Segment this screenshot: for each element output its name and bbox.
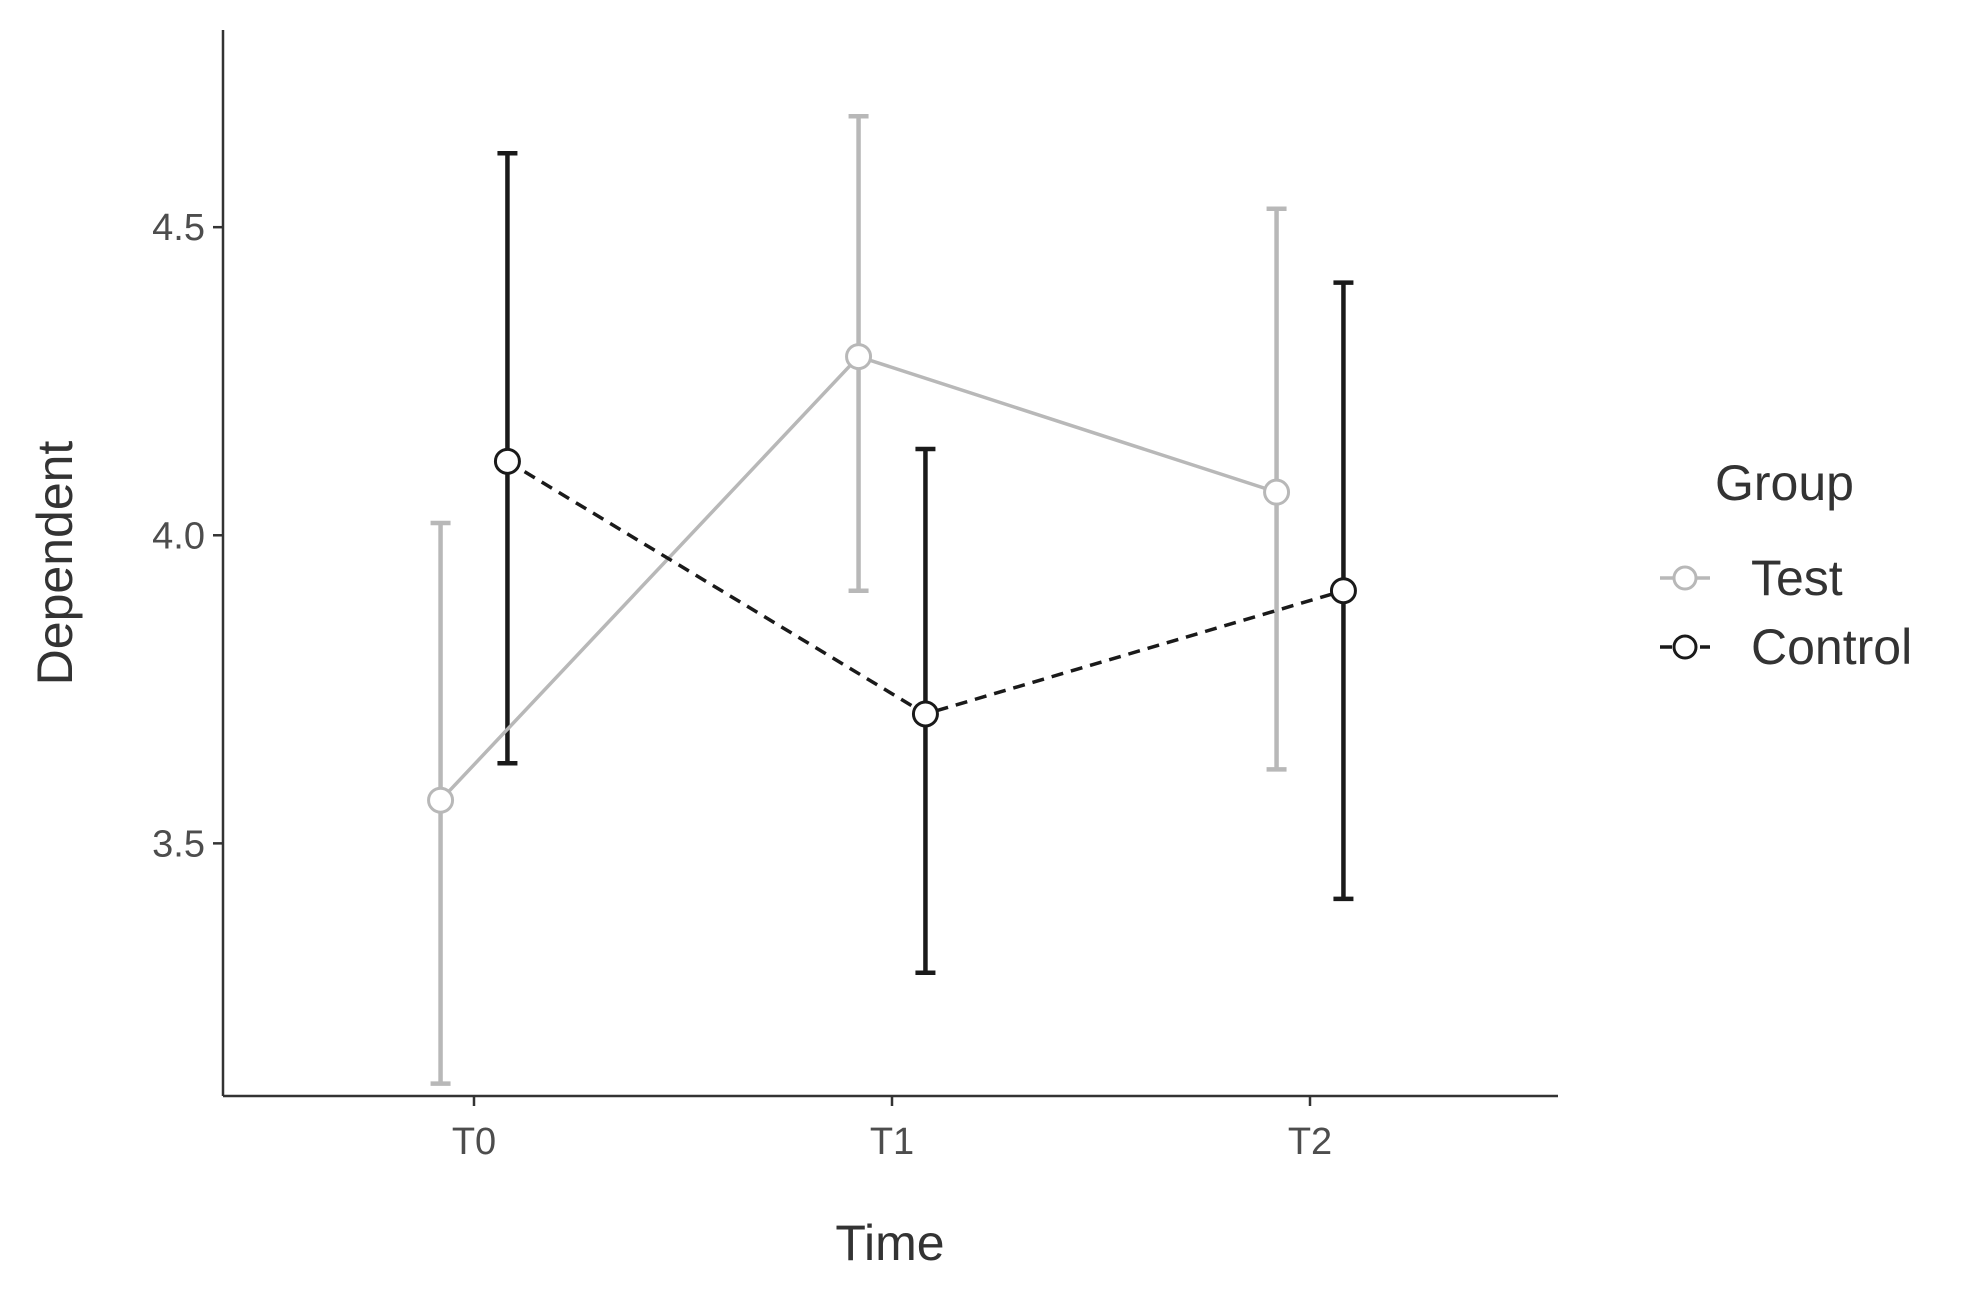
legend-items: Test Control (1660, 550, 1912, 675)
points-test (427, 343, 1291, 814)
x-tick-label: T1 (870, 1121, 914, 1163)
data-point (493, 447, 521, 475)
legend: Group Test Control (1660, 455, 1912, 675)
legend-title: Group (1715, 455, 1854, 511)
y-tick-label: 4.0 (152, 515, 205, 557)
legend-label: Control (1751, 619, 1912, 675)
series-layer (427, 114, 1357, 1086)
data-point (1329, 577, 1357, 605)
y-tick-label: 4.5 (152, 207, 205, 249)
points-control (493, 447, 1357, 728)
x-axis-ticks: T0 T1 T2 (452, 1096, 1332, 1163)
data-point (845, 343, 873, 371)
y-axis-ticks: 3.5 4.0 4.5 (152, 207, 223, 865)
data-point (427, 786, 455, 814)
x-axis-title: Time (835, 1215, 944, 1271)
x-tick-label: T2 (1288, 1121, 1332, 1163)
legend-key-point (1672, 565, 1698, 591)
legend-key-point (1672, 634, 1698, 660)
y-axis-title: Dependent (27, 441, 83, 686)
axes: 3.5 4.0 4.5 T0 T1 T2 (152, 30, 1558, 1163)
legend-item-test: Test (1660, 550, 1843, 606)
legend-label: Test (1751, 550, 1843, 606)
data-point (911, 700, 939, 728)
y-tick-label: 3.5 (152, 823, 205, 865)
legend-item-control: Control (1660, 619, 1912, 675)
data-point (1263, 478, 1291, 506)
error-bars-test (430, 114, 1287, 1086)
x-tick-label: T0 (452, 1121, 496, 1163)
error-bars-control (497, 150, 1354, 976)
